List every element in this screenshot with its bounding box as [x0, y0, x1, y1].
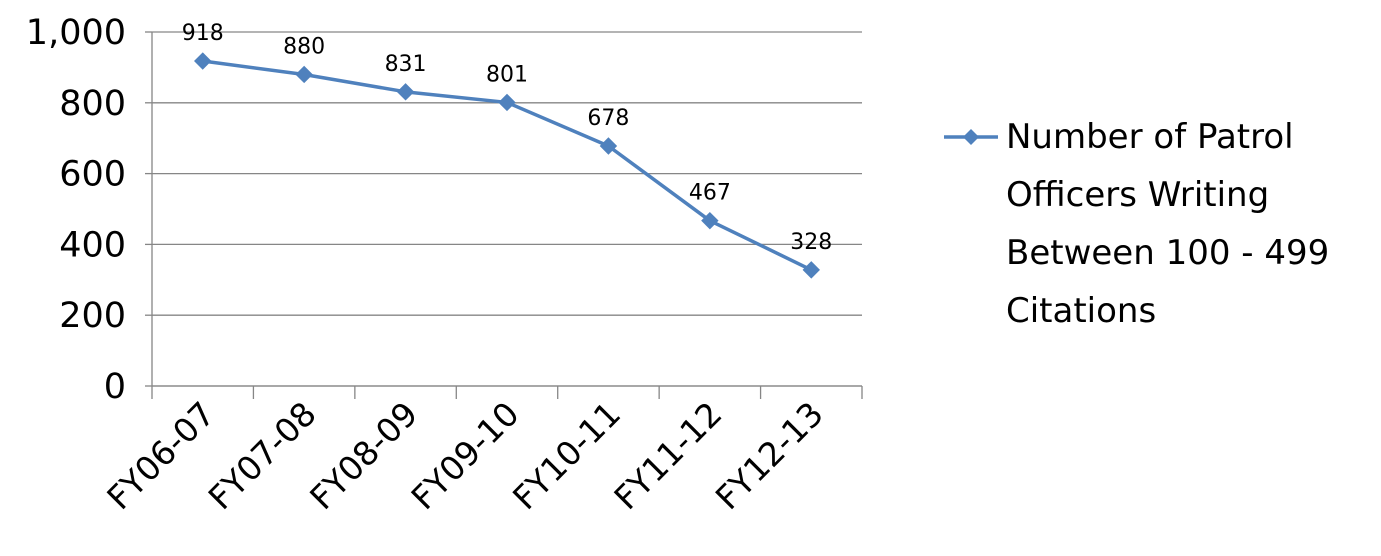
data-point-marker: [295, 65, 313, 84]
x-tick-label: FY08-09: [302, 394, 425, 517]
x-tick-label: FY09-10: [404, 394, 527, 517]
data-label: 328: [790, 230, 832, 255]
x-tick-label: FY10-11: [505, 394, 628, 517]
legend: Number of Patrol Officers Writing Between …: [944, 117, 1329, 331]
y-tick-label: 200: [59, 296, 126, 336]
data-point-marker: [599, 137, 618, 155]
y-tick-label: 600: [59, 155, 126, 195]
data-labels: 918 880 831 801 678 467 328: [182, 21, 833, 255]
data-label: 918: [182, 21, 224, 46]
y-tick-label: 0: [104, 367, 126, 407]
data-label: 880: [283, 34, 325, 59]
data-label: 467: [689, 181, 731, 206]
x-tick-label: FY11-12: [606, 394, 729, 517]
data-label: 678: [587, 106, 629, 131]
axes: [145, 31, 863, 399]
x-axis-tick-labels: FY06-07FY07-08FY08-09FY09-10FY10-11FY11-…: [99, 394, 831, 517]
data-point-marker: [194, 52, 212, 70]
x-tick-label: FY06-07: [99, 394, 222, 517]
legend-label-line: Citations: [1006, 291, 1156, 331]
series-line: [202, 59, 813, 272]
x-tick-label: FY12-13: [708, 394, 831, 517]
legend-label: Number of Patrol Officers Writing Between …: [1006, 117, 1329, 331]
series-group: [194, 52, 820, 279]
legend-label-line: Number of Patrol: [1006, 117, 1294, 157]
data-label: 831: [385, 52, 427, 77]
y-tick-label: 1,000: [26, 13, 126, 53]
data-point-marker: [802, 261, 820, 279]
data-point-marker: [701, 211, 719, 230]
data-point-marker: [498, 93, 516, 112]
y-tick-label: 400: [59, 225, 126, 265]
legend-label-line: Between 100 - 499: [1006, 233, 1329, 273]
legend-label-line: Officers Writing: [1006, 175, 1269, 215]
y-axis-tick-labels: 0 200 400 600 800 1,000: [26, 13, 126, 407]
legend-marker-swatch: [963, 129, 979, 145]
y-tick-label: 800: [59, 84, 126, 124]
data-label: 801: [486, 62, 528, 87]
data-point-marker: [396, 83, 415, 101]
x-tick-label: FY07-08: [201, 394, 324, 517]
